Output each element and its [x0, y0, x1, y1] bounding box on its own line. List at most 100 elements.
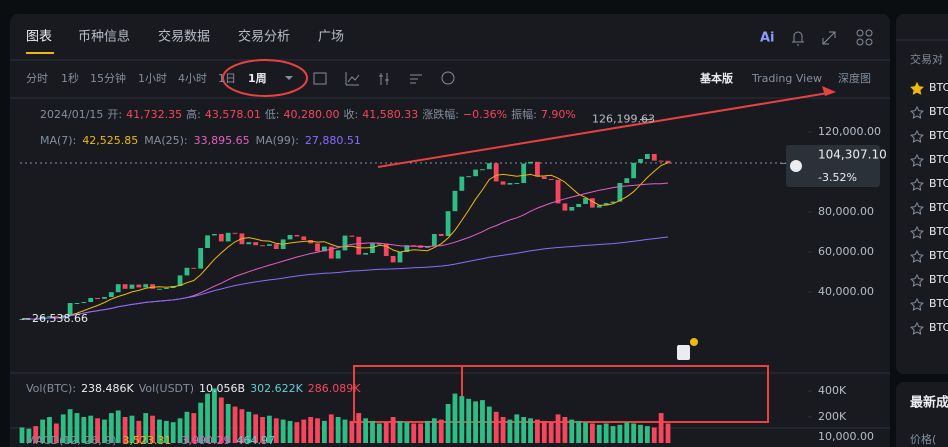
star-icon[interactable]: [910, 297, 924, 311]
volume-bar: [225, 404, 231, 443]
volume-bar: [342, 419, 348, 443]
candle: [301, 236, 307, 240]
annotation-box: [353, 365, 769, 423]
info-label: 高:: [186, 107, 201, 121]
pair-name[interactable]: BTC: [929, 297, 948, 310]
vol-value: 10.056B: [199, 382, 245, 395]
pair-name[interactable]: BTC: [929, 129, 948, 142]
interval[interactable]: 15分钟: [90, 71, 126, 85]
volume-bar: [198, 402, 204, 443]
add-icon[interactable]: [790, 160, 802, 172]
volume-bar: [335, 417, 341, 443]
price-tick-label: 60,000.00: [818, 245, 874, 258]
candle: [212, 234, 217, 236]
ai-button[interactable]: Ai: [760, 31, 775, 46]
volume-bar: [150, 415, 155, 443]
info-date: 2024/01/15: [40, 108, 103, 121]
volume-bar: [163, 420, 169, 443]
price-tick-label: 120,000.00: [818, 125, 881, 138]
volume-bar: [596, 424, 602, 443]
pair-name[interactable]: BTC: [929, 225, 948, 238]
info-value: 40,280.00: [284, 108, 340, 121]
candle: [335, 250, 341, 259]
expand-icon[interactable]: [822, 31, 836, 45]
star-icon[interactable]: [910, 105, 924, 119]
star-icon[interactable]: [910, 225, 924, 239]
star-icon[interactable]: [910, 129, 924, 143]
candle: [548, 179, 554, 180]
candle: [273, 244, 279, 249]
volume-bar: [26, 428, 32, 443]
bell-icon[interactable]: [792, 31, 804, 46]
pair-name[interactable]: BTC: [929, 153, 948, 166]
star-icon[interactable]: [910, 81, 924, 95]
tool-icons[interactable]: [313, 71, 455, 86]
pair-name[interactable]: BTC: [929, 105, 948, 118]
view-option[interactable]: 基本版: [699, 71, 733, 85]
candle: [40, 316, 46, 320]
star-icon[interactable]: [910, 321, 924, 335]
info-label: 低:: [265, 108, 280, 121]
ma-label: MA(99):: [256, 134, 299, 147]
volume-bar: [631, 423, 637, 443]
volume-bar: [108, 413, 114, 443]
view-option[interactable]: 深度图: [838, 71, 871, 85]
candle: [610, 201, 616, 203]
volume-bar: [411, 423, 417, 443]
layout-icon[interactable]: [856, 29, 873, 46]
candle: [328, 246, 334, 259]
star-icon[interactable]: [910, 153, 924, 167]
volume-bar: [541, 420, 547, 443]
tab[interactable]: 图表: [26, 30, 52, 45]
interval[interactable]: 分时: [26, 72, 48, 85]
pair-name[interactable]: BTC: [929, 273, 948, 286]
interval[interactable]: 4小时: [178, 72, 207, 85]
tab[interactable]: 广场: [318, 30, 344, 45]
volume-bar: [47, 417, 52, 443]
interval[interactable]: 1小时: [138, 72, 167, 85]
side-latest: 最新成: [910, 395, 948, 411]
pair-name[interactable]: BTC: [929, 81, 948, 94]
volume-bar: [136, 420, 142, 443]
ma-value: 42,525.85: [82, 134, 138, 147]
tab[interactable]: 币种信息: [78, 29, 130, 45]
interval[interactable]: 1日: [218, 72, 236, 85]
volume-bar: [239, 409, 245, 443]
tab[interactable]: 交易数据: [158, 29, 210, 45]
star-icon[interactable]: [910, 273, 924, 287]
view-option[interactable]: Trading View: [751, 72, 822, 85]
candle: [205, 235, 210, 248]
volume-bar: [74, 413, 80, 443]
candle: [191, 267, 197, 269]
high-label: 126,199.63: [592, 113, 655, 126]
candle: [218, 234, 224, 242]
pair-name[interactable]: BTC: [929, 201, 948, 214]
note-icon[interactable]: [677, 345, 690, 360]
volume-bar: [507, 419, 513, 443]
candle: [163, 288, 169, 289]
candle: [315, 243, 320, 252]
volume-bar: [129, 415, 135, 443]
candle: [658, 160, 664, 162]
star-icon[interactable]: [910, 201, 924, 215]
candle: [383, 243, 389, 256]
candle: [473, 169, 478, 177]
interval[interactable]: 1周: [248, 72, 267, 85]
volume-bar: [19, 427, 25, 443]
interval[interactable]: 1秒: [61, 71, 79, 85]
tab[interactable]: 交易分析: [238, 29, 290, 45]
pair-name[interactable]: BTC: [929, 249, 948, 262]
star-icon[interactable]: [910, 249, 924, 263]
moving-average: [21, 162, 669, 320]
pair-name[interactable]: BTC: [929, 177, 948, 190]
candle: [596, 205, 602, 208]
dropdown-icon[interactable]: [285, 76, 293, 80]
volume-bar: [177, 418, 183, 443]
candle: [651, 154, 657, 161]
volume-bar: [321, 420, 327, 443]
star-icon[interactable]: [910, 177, 924, 191]
volume-bar: [590, 423, 595, 443]
volume-bar: [95, 418, 100, 443]
trades-panel: [896, 382, 948, 447]
pair-name[interactable]: BTC: [929, 321, 948, 334]
